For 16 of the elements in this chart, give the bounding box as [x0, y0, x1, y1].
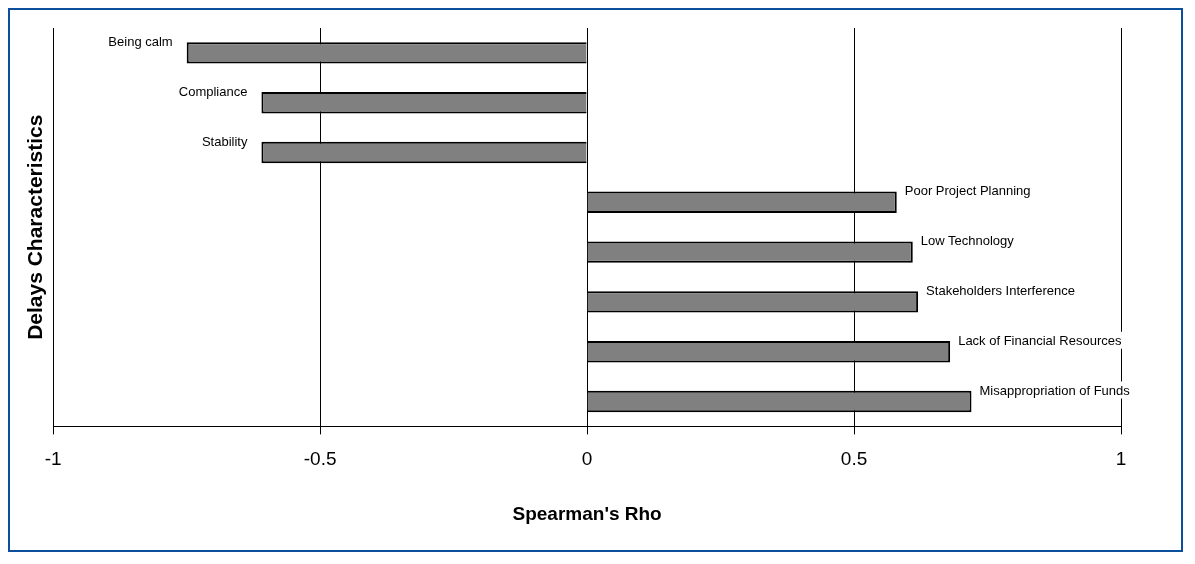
y-tick-label: Misappropriation of Funds — [979, 382, 1131, 398]
y-tick-label: Poor Project Planning — [904, 183, 1031, 199]
y-tick-label: Compliance — [178, 83, 248, 99]
x-tick-label: 0 — [581, 448, 593, 470]
x-tick-label: 0.5 — [840, 448, 868, 470]
x-tick-label: -0.5 — [303, 448, 337, 470]
x-tick-label: 1 — [1115, 448, 1127, 470]
x-axis-title: Spearman's Rho — [512, 502, 662, 524]
y-tick-label: Low Technology — [920, 233, 1015, 249]
frame: Spearman's Rho Delays Characteristics -1 -0.5 0 0.5 1 Being calm Compliance Stability Poor Project Planning Low Technology Stakeholders Interference Lack of Financial Resources Misappropriation of Funds — [8, 8, 1183, 552]
y-tick-label: Being calm — [108, 33, 173, 49]
y-tick-label: Stability — [201, 133, 248, 149]
y-tick-label: Stakeholders Interference — [926, 282, 1075, 298]
y-tick-label: Lack of Financial Resources — [958, 332, 1122, 348]
x-tick-label: -1 — [44, 448, 62, 470]
y-axis-title: Delays Characteristics — [23, 114, 47, 340]
